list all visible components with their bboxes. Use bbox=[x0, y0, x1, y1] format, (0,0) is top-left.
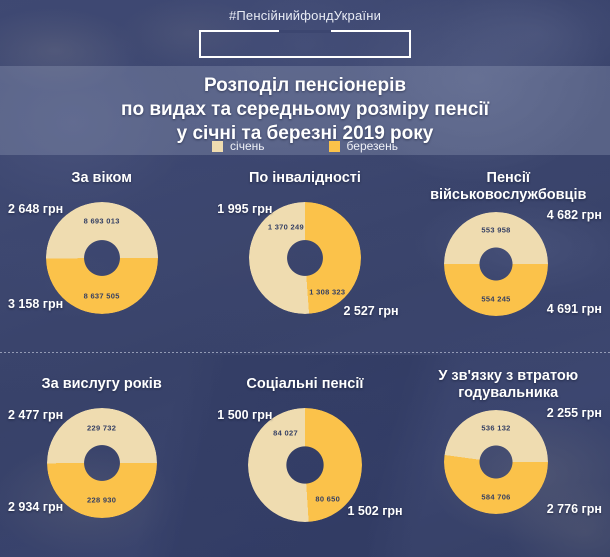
donut-amount-january: 2 477 грн bbox=[8, 408, 64, 422]
donut-title: Пенсії військовослужбовців bbox=[407, 170, 610, 204]
donut-chart: 553 958 554 245 bbox=[444, 212, 549, 316]
donut-title: Соціальні пенсії bbox=[246, 376, 364, 392]
donut-card-vtrata-goduvalnyka: У зв'язку з втратою годувальника 536 132… bbox=[407, 352, 610, 542]
donut-title-line-1: У зв'язку з втратою bbox=[438, 368, 579, 384]
pension-fund-logo-frame bbox=[199, 30, 411, 58]
legend-item-march: березень bbox=[328, 139, 398, 153]
donut-card-po-invalidnosti: По інвалідності 1 370 249 1 308 323 1 99… bbox=[203, 162, 406, 352]
donut-ring: 8 693 013 8 637 505 bbox=[45, 202, 158, 314]
donut-slice-label-january: 536 132 bbox=[481, 423, 511, 433]
donut-slice-label-january: 84 027 bbox=[273, 428, 298, 438]
donut-ring: 536 132 584 706 bbox=[444, 410, 549, 514]
charts-row-top: За віком 8 693 013 8 637 505 2 648 грн 3… bbox=[0, 162, 610, 352]
donut-amount-march: 3 158 грн bbox=[8, 297, 64, 311]
donut-title: У зв'язку з втратою годувальника bbox=[407, 368, 610, 402]
donut-title: За вислугу років bbox=[41, 376, 162, 392]
donut-slice-label-january: 8 693 013 bbox=[83, 216, 120, 226]
donut-amount-january: 2 255 грн bbox=[546, 406, 602, 420]
charts-row-bottom: За вислугу років 229 732 228 930 2 477 г… bbox=[0, 352, 610, 542]
donut-ring: 84 027 80 650 bbox=[247, 408, 362, 522]
donut-title-line-2: годувальника bbox=[458, 385, 559, 402]
page-title: Розподіл пенсіонерів по видах та середнь… bbox=[0, 74, 610, 145]
donut-hole bbox=[473, 439, 519, 485]
row-divider bbox=[0, 352, 610, 353]
charts-grid: За віком 8 693 013 8 637 505 2 648 грн 3… bbox=[0, 162, 610, 542]
legend-item-january: січень bbox=[212, 139, 265, 153]
donut-amount-march: 4 691 грн bbox=[546, 302, 602, 316]
donut-hole bbox=[77, 438, 127, 488]
legend-swatch-january-icon bbox=[212, 140, 224, 152]
donut-hole bbox=[280, 233, 330, 283]
donut-amount-march: 2 934 грн bbox=[8, 500, 64, 514]
donut-title-line-2: військовослужбовців bbox=[430, 187, 587, 204]
donut-amount-march: 2 527 грн bbox=[343, 304, 399, 318]
donut-slice-label-january: 229 732 bbox=[87, 423, 117, 433]
donut-hole bbox=[77, 233, 127, 283]
donut-chart: 1 370 249 1 308 323 bbox=[248, 202, 361, 314]
hashtag: #ПенсійнийфондУкраїни bbox=[228, 8, 382, 23]
donut-amount-march: 2 776 грн bbox=[546, 502, 602, 516]
donut-chart: 536 132 584 706 bbox=[444, 410, 549, 514]
donut-slice-label-january: 553 958 bbox=[481, 225, 511, 235]
donut-amount-january: 2 648 грн bbox=[8, 202, 64, 216]
donut-card-viyskovosluzhbovtsiv: Пенсії військовослужбовців 553 958 554 2… bbox=[407, 162, 610, 352]
donut-amount-january: 4 682 грн bbox=[546, 208, 602, 222]
donut-amount-january: 1 500 грн bbox=[217, 408, 273, 422]
donut-chart: 8 693 013 8 637 505 bbox=[45, 202, 158, 314]
donut-ring: 553 958 554 245 bbox=[444, 212, 549, 316]
donut-slice-label-march: 80 650 bbox=[315, 494, 341, 504]
chart-legend: січень березень bbox=[0, 139, 610, 153]
donut-amount-january: 1 995 грн bbox=[217, 202, 273, 216]
page-title-line-1: Розподіл пенсіонерів bbox=[203, 75, 407, 96]
donut-slice-label-march: 8 637 505 bbox=[83, 291, 120, 301]
donut-title: По інвалідності bbox=[248, 170, 361, 186]
donut-hole bbox=[473, 241, 519, 287]
donut-title-line-1: Пенсії bbox=[486, 170, 530, 186]
page-title-line-2: по видах та середньому розміру пенсії bbox=[120, 98, 490, 120]
donut-ring: 229 732 228 930 bbox=[46, 408, 157, 518]
legend-label-march: березень bbox=[346, 139, 398, 153]
donut-title: За віком bbox=[71, 170, 132, 186]
donut-slice-label-january: 1 370 249 bbox=[267, 222, 304, 232]
donut-slice-label-march: 228 930 bbox=[87, 495, 117, 505]
header: #ПенсійнийфондУкраїни Розподіл пенсіонер… bbox=[0, 0, 610, 156]
donut-ring: 1 370 249 1 308 323 bbox=[248, 202, 361, 314]
legend-swatch-march-icon bbox=[328, 140, 340, 152]
donut-hole bbox=[279, 439, 331, 491]
donut-card-za-vyslugu-rokiv: За вислугу років 229 732 228 930 2 477 г… bbox=[0, 352, 203, 542]
donut-slice-label-march: 554 245 bbox=[481, 294, 511, 304]
donut-amount-march: 1 502 грн bbox=[347, 504, 403, 518]
title-band: Розподіл пенсіонерів по видах та середнь… bbox=[0, 66, 610, 156]
donut-card-sotsialni-pensii: Соціальні пенсії 84 027 80 650 1 500 грн… bbox=[203, 352, 406, 542]
donut-slice-label-march: 584 706 bbox=[481, 492, 511, 502]
donut-slice-label-march: 1 308 323 bbox=[309, 287, 346, 297]
legend-label-january: січень bbox=[230, 139, 265, 153]
page-title-line-3: у січні та березні 2019 року bbox=[176, 122, 434, 144]
donut-chart: 229 732 228 930 bbox=[46, 408, 157, 518]
donut-chart: 84 027 80 650 bbox=[247, 408, 362, 522]
donut-card-za-vikom: За віком 8 693 013 8 637 505 2 648 грн 3… bbox=[0, 162, 203, 352]
